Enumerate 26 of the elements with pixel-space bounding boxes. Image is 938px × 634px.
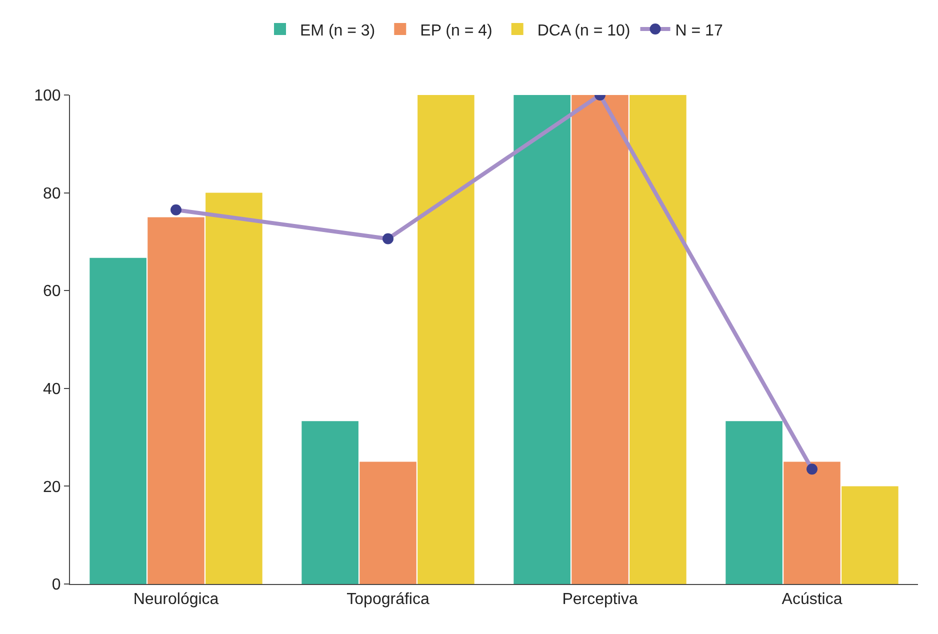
bar xyxy=(90,258,146,584)
legend-label: EM (n = 3) xyxy=(300,22,376,40)
x-tick-label: Neurológica xyxy=(133,591,219,608)
legend-label: EP (n = 4) xyxy=(420,22,492,40)
y-tick-label: 0 xyxy=(52,576,61,594)
bar xyxy=(572,95,628,584)
bar xyxy=(302,421,358,584)
y-tick-label: 20 xyxy=(43,478,61,496)
y-tick-label: 40 xyxy=(43,381,61,398)
bar xyxy=(148,217,204,584)
bar xyxy=(418,95,474,584)
bar xyxy=(630,95,686,584)
bar xyxy=(842,486,898,584)
bar xyxy=(206,192,262,584)
x-tick-label: Topográfica xyxy=(346,591,430,608)
bar xyxy=(360,462,416,584)
legend-label: DCA (n = 10) xyxy=(537,22,630,40)
legend-label: N = 17 xyxy=(675,22,723,40)
bar xyxy=(726,421,782,584)
bar xyxy=(514,95,570,584)
y-tick-label: 100 xyxy=(34,88,61,105)
y-tick-label: 60 xyxy=(43,283,61,300)
y-tick-label: 80 xyxy=(43,185,61,202)
bar xyxy=(784,462,840,584)
x-tick-label: Perceptiva xyxy=(562,591,638,608)
x-tick-label: Acústica xyxy=(782,591,842,608)
